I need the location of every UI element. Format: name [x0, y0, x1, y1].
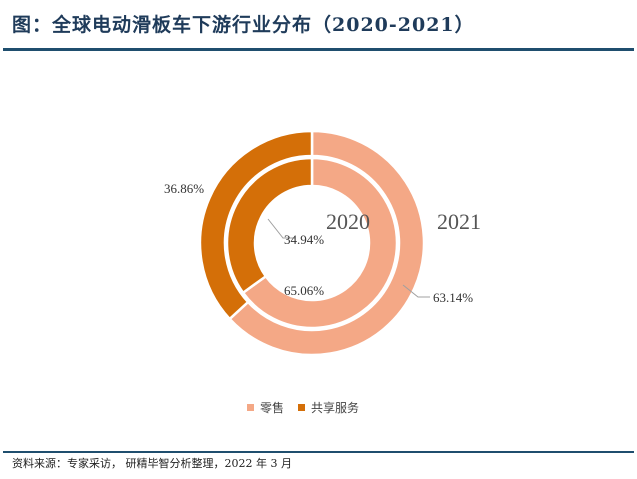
- bottom-divider: [3, 451, 634, 453]
- legend-label-retail: 零售: [260, 401, 285, 415]
- slice-2020-retail[interactable]: [241, 156, 399, 330]
- source-note: 资料来源：专家采访， 研精毕智分析整理，2022 年 3 月: [12, 457, 292, 470]
- legend: 零售 共享服务: [247, 399, 359, 416]
- leader-line-2020-shared: [267, 218, 295, 239]
- label-2020-retail: 65.06%: [284, 283, 324, 298]
- label-2021-retail: 63.14%: [433, 290, 473, 305]
- top-divider: [3, 48, 634, 51]
- chart-title: 图：全球电动滑板车下游行业分布（2020-2021）: [12, 14, 475, 36]
- legend-label-shared: 共享服务: [311, 401, 360, 415]
- legend-swatch-retail: [247, 404, 254, 411]
- slice-2021-retail[interactable]: [227, 129, 426, 357]
- legend-swatch-shared: [298, 404, 306, 411]
- leader-line-2021-retail: [402, 284, 430, 298]
- label-2020-shared: 34.94%: [284, 232, 324, 247]
- slice-2021-shared[interactable]: [198, 129, 314, 321]
- legend-item-shared[interactable]: 共享服务: [298, 399, 359, 416]
- label-2021-shared: 36.86%: [164, 181, 204, 196]
- legend-item-retail[interactable]: 零售: [247, 399, 284, 416]
- ring-label-2020: 2020: [326, 209, 370, 234]
- ring-label-2021: 2021: [437, 209, 481, 234]
- slice-2020-shared[interactable]: [225, 156, 314, 295]
